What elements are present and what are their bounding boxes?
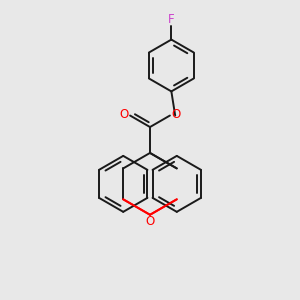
Text: O: O [172,108,181,121]
Text: F: F [168,14,175,26]
Text: O: O [146,215,154,228]
Text: O: O [119,108,128,121]
